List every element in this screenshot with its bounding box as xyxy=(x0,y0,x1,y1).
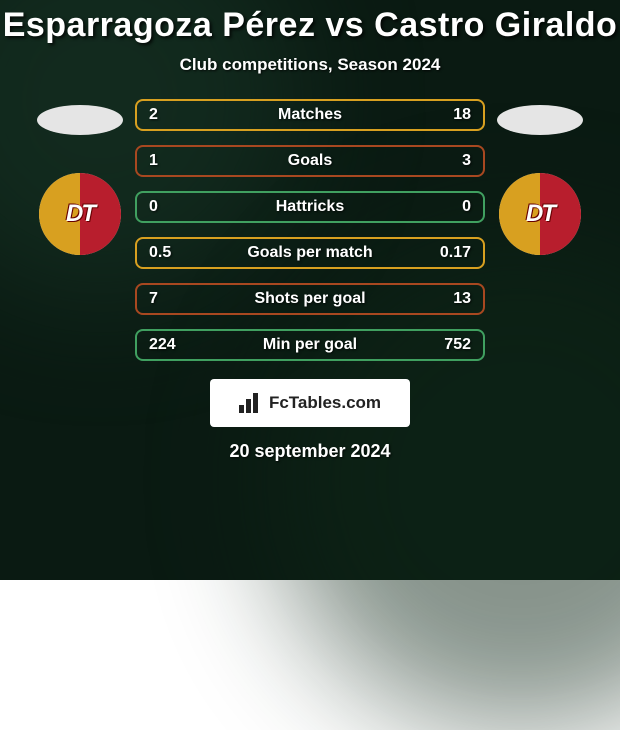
comparison-row: DT 2Matches18 1Goals3 0Hattricks0 0.5Goals … xyxy=(0,99,620,361)
stat-left-value: 0 xyxy=(149,198,193,216)
stat-row: 0.5Goals per match0.17 xyxy=(135,237,485,269)
team-badge-text-left: DT xyxy=(66,200,94,228)
team-badge-text-right: DT xyxy=(526,200,554,228)
stat-row: 0Hattricks0 xyxy=(135,191,485,223)
stat-right-value: 13 xyxy=(427,290,471,308)
brand-text: FcTables.com xyxy=(269,393,381,413)
team-badge-left: DT xyxy=(39,173,121,255)
stat-right-value: 0.17 xyxy=(427,244,471,262)
stats-table: 2Matches18 1Goals3 0Hattricks0 0.5Goals per… xyxy=(135,99,485,361)
stat-row: 2Matches18 xyxy=(135,99,485,131)
team-badge-right: DT xyxy=(499,173,581,255)
branding-box: FcTables.com xyxy=(210,379,410,427)
stat-right-value: 752 xyxy=(427,336,471,354)
stat-label: Min per goal xyxy=(193,336,427,354)
date-label: 20 september 2024 xyxy=(229,441,390,462)
stat-label: Goals per match xyxy=(193,244,427,262)
subtitle: Club competitions, Season 2024 xyxy=(180,55,441,75)
stat-right-value: 3 xyxy=(427,152,471,170)
stat-left-value: 224 xyxy=(149,336,193,354)
stat-label: Hattricks xyxy=(193,198,427,216)
stat-left-value: 7 xyxy=(149,290,193,308)
left-player-col: DT xyxy=(25,99,135,255)
bars-icon xyxy=(239,393,263,413)
stat-right-value: 0 xyxy=(427,198,471,216)
stat-label: Goals xyxy=(193,152,427,170)
stat-row: 224Min per goal752 xyxy=(135,329,485,361)
page-title: Esparragoza Pérez vs Castro Giraldo xyxy=(3,6,618,45)
stat-label: Shots per goal xyxy=(193,290,427,308)
stat-left-value: 0.5 xyxy=(149,244,193,262)
player-photo-placeholder-left xyxy=(37,105,123,135)
stat-row: 1Goals3 xyxy=(135,145,485,177)
stat-left-value: 2 xyxy=(149,106,193,124)
stat-right-value: 18 xyxy=(427,106,471,124)
stat-left-value: 1 xyxy=(149,152,193,170)
player-photo-placeholder-right xyxy=(497,105,583,135)
right-player-col: DT xyxy=(485,99,595,255)
stat-row: 7Shots per goal13 xyxy=(135,283,485,315)
stat-label: Matches xyxy=(193,106,427,124)
